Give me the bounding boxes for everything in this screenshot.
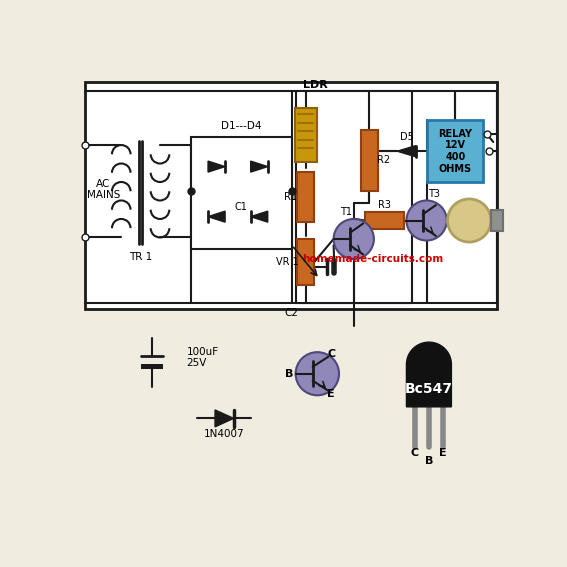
Circle shape	[447, 199, 491, 242]
Polygon shape	[407, 342, 451, 407]
Polygon shape	[208, 161, 225, 172]
Text: RELAY
12V
400
OHMS: RELAY 12V 400 OHMS	[438, 129, 472, 174]
Text: D1---D4: D1---D4	[221, 121, 261, 131]
Text: C: C	[411, 448, 419, 458]
Text: TR 1: TR 1	[129, 252, 153, 262]
Polygon shape	[215, 410, 234, 427]
Bar	[141, 363, 163, 369]
Text: T1: T1	[340, 207, 352, 217]
Text: Bc547: Bc547	[405, 382, 453, 396]
Bar	[297, 239, 314, 285]
Bar	[365, 212, 404, 229]
Bar	[85, 82, 497, 309]
Text: 1N4007: 1N4007	[204, 429, 244, 439]
Text: B: B	[425, 456, 433, 466]
Text: AC
MAINS: AC MAINS	[87, 179, 120, 201]
Polygon shape	[251, 161, 268, 172]
Bar	[361, 130, 378, 191]
Bar	[491, 210, 503, 231]
Polygon shape	[208, 211, 225, 222]
Text: T3: T3	[428, 189, 441, 198]
Circle shape	[333, 219, 374, 259]
Circle shape	[295, 352, 339, 395]
Text: VR 1: VR 1	[276, 257, 298, 267]
Text: R2: R2	[376, 155, 390, 166]
Polygon shape	[251, 211, 268, 222]
Circle shape	[407, 201, 447, 240]
Polygon shape	[397, 146, 416, 156]
Text: C1: C1	[235, 202, 248, 211]
Bar	[295, 108, 316, 162]
Bar	[297, 172, 314, 222]
Text: R3: R3	[378, 200, 391, 210]
Text: B: B	[285, 369, 294, 379]
Bar	[428, 120, 483, 182]
Text: C: C	[327, 349, 335, 359]
Bar	[191, 137, 292, 249]
Bar	[295, 91, 412, 303]
Text: E: E	[439, 448, 447, 458]
Text: 100uF
25V: 100uF 25V	[187, 347, 218, 369]
Text: LDR: LDR	[303, 80, 327, 90]
Text: homemade-circuits.com: homemade-circuits.com	[303, 254, 444, 264]
Text: C2: C2	[284, 308, 298, 318]
Text: R1: R1	[284, 192, 297, 202]
Text: E: E	[328, 389, 335, 399]
Text: D5: D5	[400, 132, 413, 142]
